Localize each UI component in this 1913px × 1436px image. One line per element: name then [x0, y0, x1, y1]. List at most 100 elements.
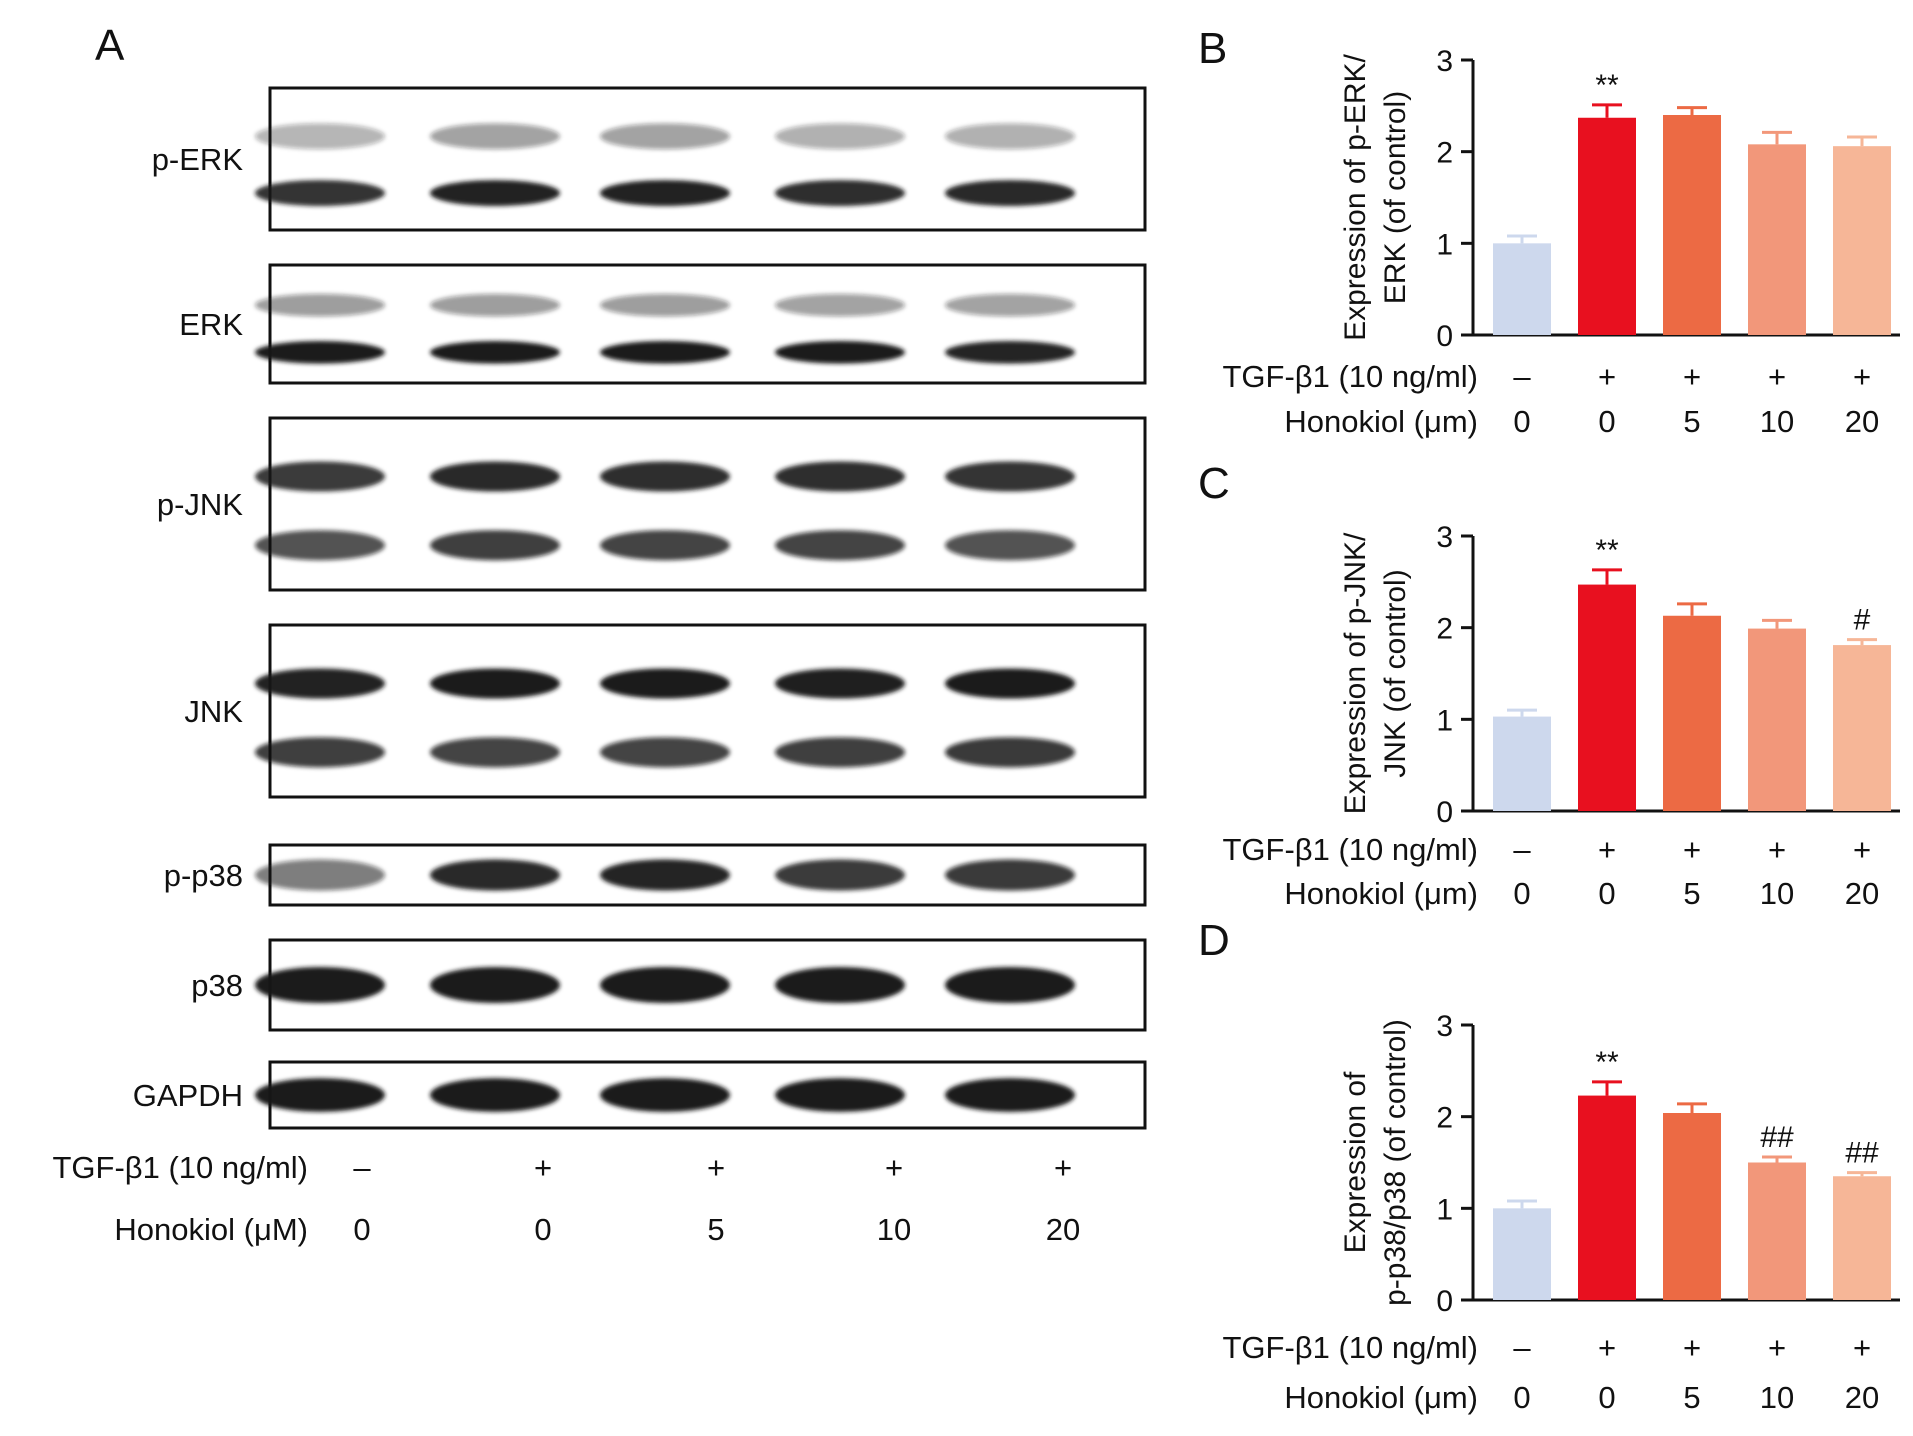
blot-honokiol-label: Honokiol (μM): [114, 1212, 308, 1247]
y-tick-label: 1: [1436, 1193, 1453, 1226]
blot-honokiol-value: 0: [534, 1212, 551, 1247]
blot-jnk: JNK: [184, 623, 1147, 799]
tgf-value: +: [1598, 359, 1616, 394]
y-tick-label: 1: [1436, 704, 1453, 737]
blot-label: p38: [191, 968, 243, 1003]
blot-band: [775, 967, 905, 1003]
significance-label: **: [1595, 69, 1619, 102]
blot-band: [255, 530, 385, 561]
blot-band: [255, 1078, 385, 1112]
blot-honokiol-value: 0: [353, 1212, 370, 1247]
blot-band: [600, 123, 730, 150]
blot-band: [775, 123, 905, 150]
western-blot-stack: p-ERK ERK p-JNK JNK p-p38 p38 GAPDH: [133, 86, 1147, 1130]
bar: [1578, 117, 1636, 335]
blot-band: [775, 293, 905, 317]
blot-frame: [268, 86, 1147, 232]
bar: [1493, 243, 1551, 335]
y-tick-label: 2: [1436, 137, 1453, 170]
bar: [1748, 628, 1806, 811]
blot-label: ERK: [179, 307, 243, 342]
y-tick-label: 2: [1436, 613, 1453, 646]
tgf-label: TGF-β1 (10 ng/ml): [1222, 1330, 1478, 1365]
significance-label: ##: [1845, 1137, 1879, 1170]
blot-band: [255, 859, 385, 891]
tgf-value: +: [1768, 1330, 1786, 1365]
blot-p-erk: p-ERK: [152, 86, 1147, 232]
blot-band: [775, 461, 905, 492]
blot-band: [430, 530, 560, 561]
honokiol-value: 20: [1845, 876, 1879, 911]
blot-band: [600, 461, 730, 492]
significance-label: **: [1595, 534, 1619, 567]
tgf-label: TGF-β1 (10 ng/ml): [1222, 832, 1478, 867]
panel-d: D 0 1 2 3 Expression of p-p38/p38 (of control…: [1198, 916, 1900, 1415]
tgf-value: +: [1598, 1330, 1616, 1365]
blot-p38: p38: [191, 938, 1147, 1032]
blot-band: [255, 293, 385, 317]
blot-band: [775, 1078, 905, 1112]
blot-band: [430, 737, 560, 768]
bar: [1833, 1176, 1891, 1300]
tgf-value: –: [1513, 359, 1531, 394]
tgf-value: +: [1683, 359, 1701, 394]
panel-b: B 0 1 2 3 Expression of p-ERK/ERK (of contro…: [1198, 24, 1900, 439]
honokiol-value: 20: [1845, 404, 1879, 439]
blot-band: [775, 530, 905, 561]
honokiol-value: 0: [1513, 1380, 1530, 1415]
y-tick-label: 0: [1436, 320, 1453, 353]
blot-band: [430, 668, 560, 699]
blot-band: [430, 293, 560, 317]
bar: [1833, 645, 1891, 811]
blot-p-p38: p-p38: [164, 843, 1147, 907]
y-axis-label: Expression of p-p38/p38 (of control): [1339, 1019, 1412, 1306]
blot-band: [255, 123, 385, 150]
blot-band: [600, 293, 730, 317]
significance-label: ##: [1760, 1121, 1794, 1154]
blot-band: [430, 341, 560, 364]
bar: [1578, 1095, 1636, 1300]
honokiol-value: 0: [1513, 876, 1530, 911]
honokiol-label: Honokiol (μm): [1284, 404, 1478, 439]
bar: [1663, 115, 1721, 335]
blot-band: [775, 341, 905, 364]
blot-honokiol-value: 20: [1046, 1212, 1080, 1247]
bar: [1578, 584, 1636, 811]
blot-band: [945, 123, 1075, 150]
blot-p-jnk: p-JNK: [157, 416, 1147, 592]
blot-label: JNK: [184, 694, 243, 729]
blot-band: [430, 967, 560, 1003]
blot-band: [945, 859, 1075, 891]
significance-label: #: [1854, 604, 1871, 637]
blot-band: [775, 859, 905, 891]
tgf-value: +: [1853, 1330, 1871, 1365]
panel-letter-b: B: [1198, 24, 1227, 73]
y-axis-label: Expression of p-JNK/JNK (of control): [1339, 532, 1412, 814]
blot-band: [945, 293, 1075, 317]
y-tick-label: 2: [1436, 1102, 1453, 1135]
tgf-value: +: [1683, 1330, 1701, 1365]
honokiol-value: 0: [1598, 1380, 1615, 1415]
bar: [1493, 1208, 1551, 1300]
blot-band: [255, 967, 385, 1003]
panel-c: C 0 1 2 3 Expression of p-JNK/JNK (of contro…: [1198, 459, 1900, 911]
bar: [1748, 1162, 1806, 1300]
panel-letter-a: A: [95, 21, 125, 70]
bar: [1833, 146, 1891, 335]
blot-tgf-value: +: [534, 1150, 552, 1185]
blot-band: [430, 1078, 560, 1112]
blot-band: [430, 180, 560, 207]
blot-band: [945, 967, 1075, 1003]
blot-label: p-ERK: [152, 142, 244, 177]
blot-gapdh: GAPDH: [133, 1060, 1147, 1130]
chart-p-jnk: 0 1 2 3 Expression of p-JNK/JNK (of control)…: [1222, 521, 1900, 911]
blot-band: [775, 180, 905, 207]
panel-letter-d: D: [1198, 916, 1230, 965]
y-tick-label: 3: [1436, 1010, 1453, 1043]
blot-band: [945, 737, 1075, 768]
bar: [1493, 716, 1551, 811]
blot-band: [255, 737, 385, 768]
tgf-label: TGF-β1 (10 ng/ml): [1222, 359, 1478, 394]
tgf-value: +: [1683, 832, 1701, 867]
